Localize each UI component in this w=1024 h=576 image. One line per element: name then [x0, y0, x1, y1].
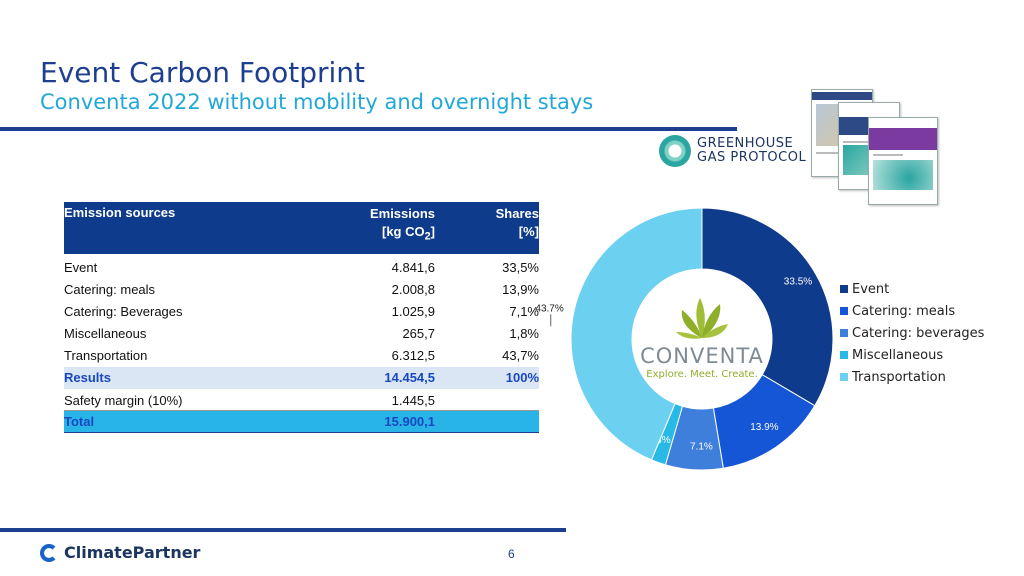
- conventa-tagline: Explore. Meet. Create.: [646, 369, 758, 380]
- data-label-event: 33.5%: [784, 276, 812, 287]
- legend-item-catering-beverages: Catering: beverages: [840, 322, 984, 344]
- ghg-logo-line2: GAS PROTOCOL: [697, 150, 807, 165]
- cell-source: Total: [64, 414, 95, 429]
- legend-swatch: [840, 329, 848, 337]
- cell-share: 33,5%: [502, 260, 539, 275]
- table-header: Emission sources Emissions [kg CO2] Shar…: [64, 202, 539, 254]
- cell-source: Catering: Beverages: [64, 304, 183, 319]
- cell-emissions: 14.454,5: [384, 370, 435, 385]
- header-emission-sources: Emission sources: [64, 205, 176, 220]
- legend-label: Event: [852, 281, 890, 297]
- header-divider: [0, 127, 737, 131]
- page-subtitle: Conventa 2022 without mobility and overn…: [40, 90, 594, 114]
- legend-swatch: [840, 351, 848, 359]
- legend-item-event: Event: [840, 278, 984, 300]
- table-row: Miscellaneous 265,7 1,8%: [64, 323, 539, 345]
- cell-source: Event: [64, 260, 98, 275]
- legend-swatch: [840, 307, 848, 315]
- emissions-table: Emission sources Emissions [kg CO2] Shar…: [64, 202, 539, 433]
- data-label-catering-meals: 13.9%: [750, 422, 778, 433]
- ghg-logo-line1: GREENHOUSE: [697, 136, 794, 151]
- legend-item-transportation: Transportation: [840, 366, 984, 388]
- page-number: 6: [508, 547, 515, 561]
- legend-label: Transportation: [852, 369, 946, 385]
- ghg-protocol-logo: GREENHOUSE GAS PROTOCOL: [659, 135, 806, 167]
- data-label-miscellaneous: 1.8%: [648, 435, 671, 446]
- header-emissions: Emissions [kg CO2]: [369, 206, 435, 243]
- legend-item-catering-meals: Catering: meals: [840, 300, 984, 322]
- cell-emissions: 15.900,1: [384, 414, 435, 429]
- report-cover-3: [868, 117, 938, 205]
- legend-swatch: [840, 373, 848, 381]
- table-row: Catering: Beverages 1.025,9 7,1%: [64, 301, 539, 323]
- table-row: Catering: meals 2.008,8 13,9%: [64, 279, 539, 301]
- conventa-leaf-icon: [676, 298, 728, 339]
- safety-margin-row: Safety margin (10%) 1.445,5: [64, 389, 539, 411]
- chart-legend: Event Catering: meals Catering: beverages M…: [840, 278, 984, 388]
- legend-swatch: [840, 285, 848, 293]
- cell-emissions: 4.841,6: [391, 260, 435, 275]
- header-shares: Shares [%]: [495, 206, 539, 239]
- cell-source: Catering: meals: [64, 282, 156, 297]
- conventa-wordmark: CONVENTA: [640, 344, 764, 368]
- cell-share: 13,9%: [502, 282, 539, 297]
- legend-item-miscellaneous: Miscellaneous: [840, 344, 984, 366]
- cell-emissions: 2.008,8: [391, 282, 435, 297]
- cell-emissions: 1.445,5: [391, 393, 435, 408]
- climatepartner-icon: [40, 543, 58, 562]
- slice-catering-meals: [712, 373, 816, 469]
- legend-label: Catering: beverages: [852, 325, 985, 341]
- page-title: Event Carbon Footprint: [40, 56, 366, 89]
- legend-label: Catering: meals: [852, 303, 956, 319]
- cell-source: Results: [64, 370, 111, 385]
- table-row: Transportation 6.312,5 43,7%: [64, 345, 539, 367]
- cell-source: Transportation: [64, 348, 148, 363]
- cell-share: 7,1%: [509, 304, 539, 319]
- footer-divider: [0, 528, 566, 532]
- slice-miscellaneous: [650, 402, 684, 466]
- conventa-logo: CONVENTA Explore. Meet. Create.: [636, 292, 768, 380]
- cell-emissions: 6.312,5: [391, 348, 435, 363]
- table-row: Event 4.841,6 33,5%: [64, 257, 539, 279]
- cell-source: Miscellaneous: [64, 326, 147, 341]
- legend-label: Miscellaneous: [852, 347, 944, 363]
- ghg-logo-icon: [659, 135, 691, 167]
- cell-share: 1,8%: [509, 326, 539, 341]
- cell-emissions: 265,7: [402, 326, 435, 341]
- data-label-transportation: 43.7%: [535, 303, 563, 314]
- slice-catering-beverages: [664, 405, 724, 471]
- results-row: Results 14.454,5 100%: [64, 367, 539, 389]
- cell-share: 100%: [505, 370, 539, 385]
- cell-share: 43,7%: [502, 348, 539, 363]
- climatepartner-logo: ClimatePartner: [40, 543, 200, 562]
- total-row: Total 15.900,1: [64, 411, 539, 433]
- data-label-catering-beverages: 7.1%: [690, 441, 713, 452]
- climatepartner-wordmark: ClimatePartner: [64, 543, 201, 562]
- cell-source: Safety margin (10%): [64, 393, 183, 408]
- cell-emissions: 1.025,9: [391, 304, 435, 319]
